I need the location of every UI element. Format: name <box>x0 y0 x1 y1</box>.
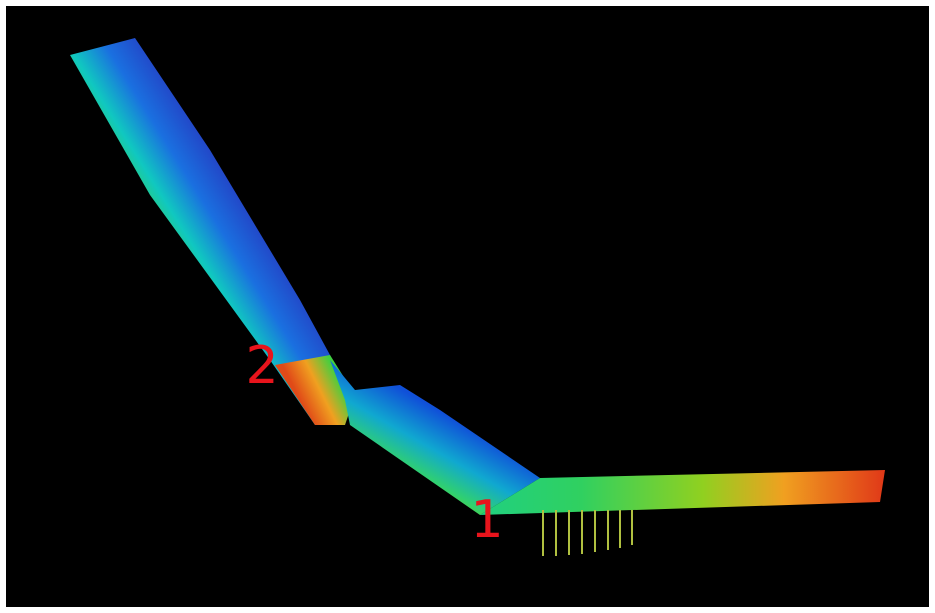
point-cloud-view: 2 1 <box>0 0 935 613</box>
page: 2 1 (() => { const data = JSON.parse(doc… <box>0 0 935 613</box>
marker-label: 2 <box>245 336 278 396</box>
marker-label: 1 <box>470 490 503 550</box>
